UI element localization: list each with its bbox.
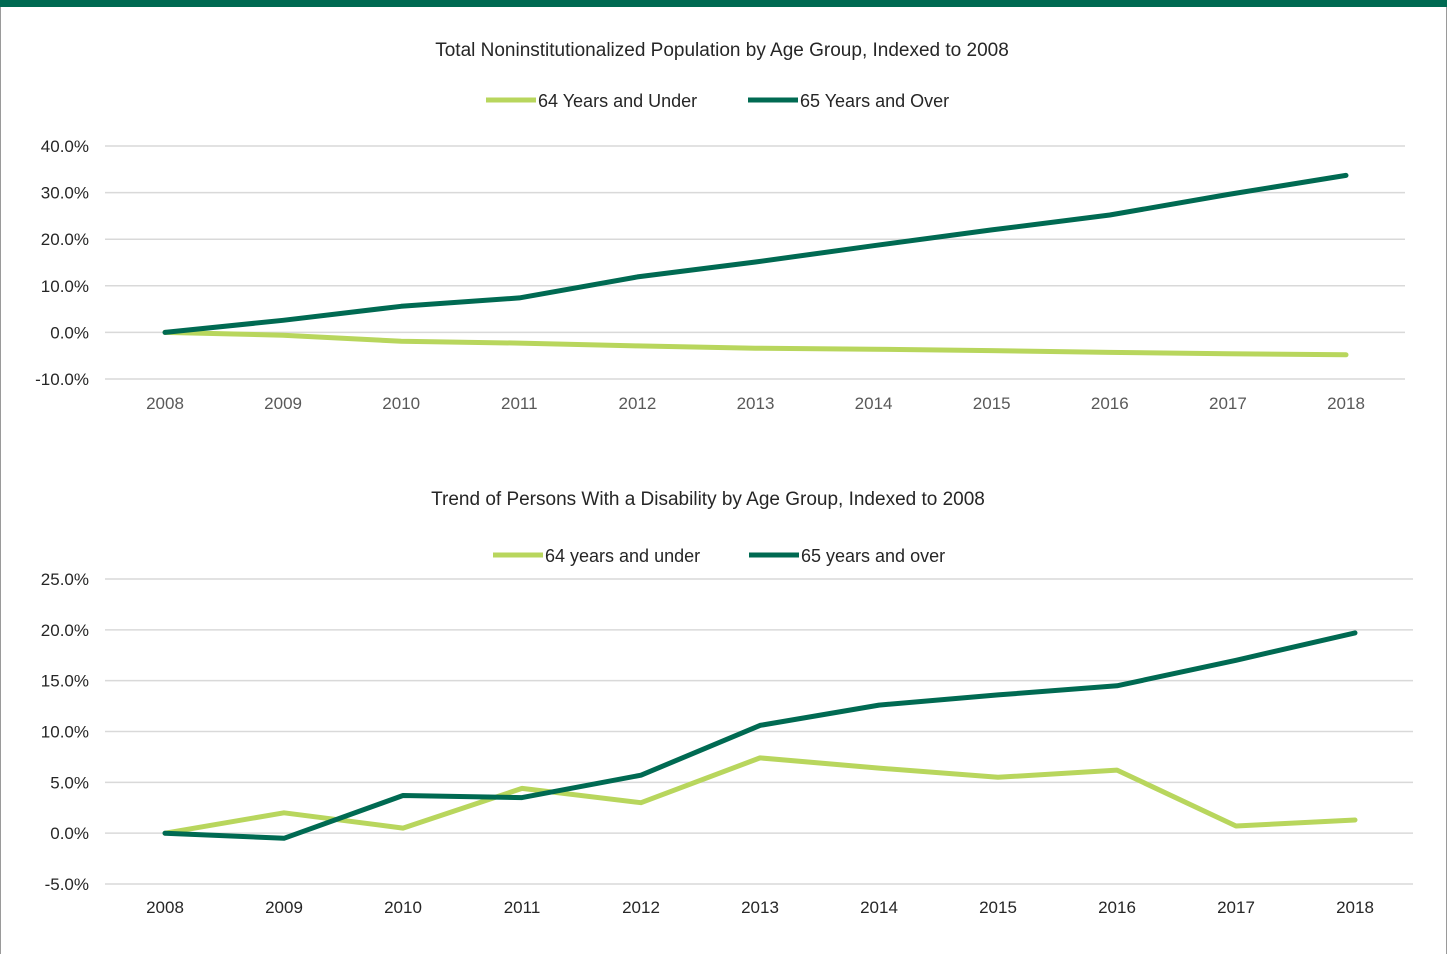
- series-lines: [162, 630, 1358, 841]
- y-tick-label: 10.0%: [41, 723, 89, 742]
- x-tick-label: 2018: [1327, 394, 1365, 413]
- y-tick-label: 20.0%: [41, 230, 89, 249]
- x-tick-label: 2013: [737, 394, 775, 413]
- x-tick-label: 2012: [622, 898, 660, 917]
- y-tick-label: 0.0%: [50, 824, 89, 843]
- top-accent-bar: [0, 0, 1447, 7]
- x-tick-label: 2017: [1209, 394, 1247, 413]
- y-tick-label: -10.0%: [35, 370, 89, 389]
- gridlines: [105, 578, 1413, 885]
- x-tick-label: 2016: [1098, 898, 1136, 917]
- series-lines: [162, 172, 1349, 358]
- chart-population: Total Noninstitutionalized Population by…: [35, 40, 1405, 413]
- x-tick-label: 2010: [382, 394, 420, 413]
- x-tick-label: 2009: [265, 898, 303, 917]
- x-tick-label: 2009: [264, 394, 302, 413]
- x-axis-ticks: 2008 2009 2010 2011 2012 2013 2014 2015 2016 2017…: [146, 394, 1365, 413]
- x-tick-label: 2008: [146, 394, 184, 413]
- chart-title: Total Noninstitutionalized Population by…: [435, 40, 1009, 61]
- series-line-1: [162, 755, 1358, 836]
- y-tick-label: 5.0%: [50, 773, 89, 792]
- chart-title: Trend of Persons With a Disability by Ag…: [431, 489, 985, 510]
- y-tick-label: 10.0%: [41, 277, 89, 296]
- y-tick-label: -5.0%: [45, 875, 89, 894]
- x-tick-label: 2014: [855, 394, 893, 413]
- y-tick-label: 25.0%: [41, 570, 89, 589]
- x-tick-label: 2017: [1217, 898, 1255, 917]
- x-axis-ticks: 2008 2009 2010 2011 2012 2013 2014 2015 2016 2017…: [146, 898, 1374, 917]
- x-tick-label: 2010: [384, 898, 422, 917]
- y-axis-ticks: 40.0% 30.0% 20.0% 10.0% 0.0% -10.0%: [35, 137, 89, 389]
- x-tick-label: 2018: [1336, 898, 1374, 917]
- x-tick-label: 2008: [146, 898, 184, 917]
- x-tick-label: 2012: [618, 394, 656, 413]
- legend-label-2: 65 Years and Over: [800, 91, 949, 111]
- y-tick-label: 0.0%: [50, 323, 89, 342]
- y-tick-label: 20.0%: [41, 621, 89, 640]
- y-axis-ticks: 25.0% 20.0% 15.0% 10.0% 5.0% 0.0% -5.0%: [41, 570, 89, 894]
- legend-label-1: 64 Years and Under: [538, 91, 697, 111]
- x-tick-label: 2011: [501, 394, 538, 413]
- x-tick-label: 2011: [504, 898, 541, 917]
- x-tick-label: 2015: [979, 898, 1017, 917]
- chart-disability: Trend of Persons With a Disability by Ag…: [41, 489, 1413, 917]
- legend: 64 Years and Under 65 Years and Over: [486, 91, 949, 111]
- x-tick-label: 2014: [860, 898, 898, 917]
- series-line-2: [162, 630, 1358, 841]
- legend: 64 years and under 65 years and over: [493, 546, 945, 566]
- series-line-1: [162, 329, 1349, 358]
- x-tick-label: 2016: [1091, 394, 1129, 413]
- x-tick-label: 2015: [973, 394, 1011, 413]
- series-line-2: [162, 172, 1349, 335]
- y-tick-label: 40.0%: [41, 137, 89, 156]
- legend-label-2: 65 years and over: [801, 546, 945, 566]
- y-tick-label: 15.0%: [41, 672, 89, 691]
- gridlines: [105, 145, 1405, 380]
- x-tick-label: 2013: [741, 898, 779, 917]
- y-tick-label: 30.0%: [41, 184, 89, 203]
- legend-label-1: 64 years and under: [545, 546, 700, 566]
